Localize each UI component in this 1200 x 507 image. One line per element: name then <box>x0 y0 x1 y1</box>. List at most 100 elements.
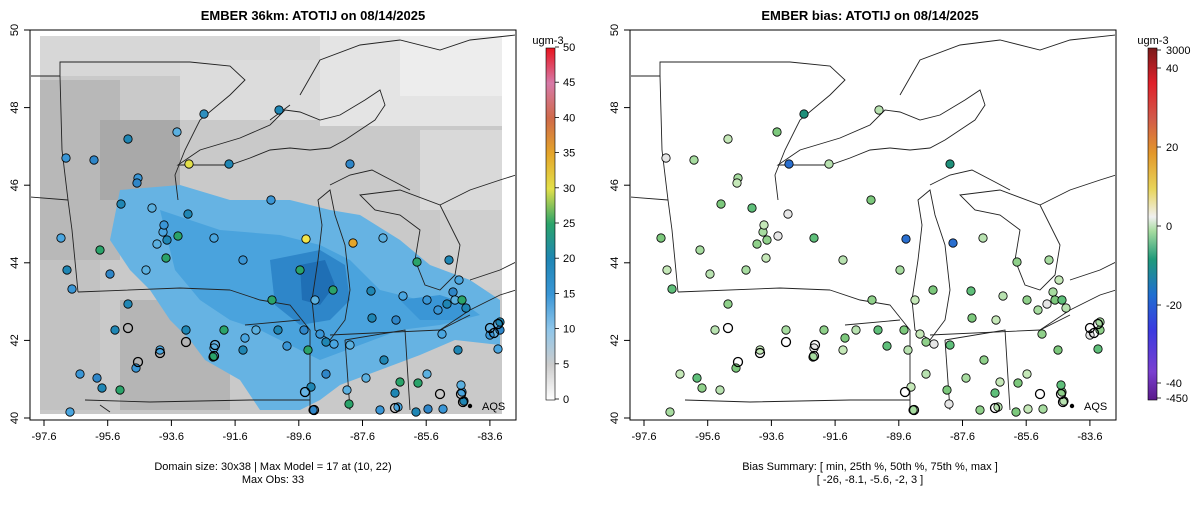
missing-site <box>1092 318 1104 330</box>
legend-tick-label: 3000 <box>1166 45 1190 57</box>
missing-site <box>808 350 820 362</box>
x-tick-label: -91.6 <box>223 431 248 443</box>
bias-site <box>695 245 705 255</box>
bias-site <box>978 233 988 243</box>
left-color-bar <box>545 47 556 401</box>
bias-site <box>1044 255 1054 265</box>
y-tick-label: 42 <box>609 334 621 346</box>
bias-site <box>966 286 976 296</box>
left-legend-unit: ugm-3 <box>532 35 563 47</box>
border-line <box>229 289 311 410</box>
obs-site <box>378 233 388 243</box>
obs-site <box>115 385 125 395</box>
missing-site <box>209 339 221 351</box>
obs-site <box>199 109 209 119</box>
right-color-bar <box>1147 47 1158 401</box>
bias-site <box>874 105 884 115</box>
bias-site <box>661 153 671 163</box>
legend-tick-label: 50 <box>563 42 575 54</box>
bias-site <box>921 369 931 379</box>
left-map: AQS <box>31 34 515 417</box>
bias-site <box>697 383 707 393</box>
obs-site <box>75 369 85 379</box>
bias-site <box>723 134 733 144</box>
right-sites <box>656 105 1105 417</box>
obs-site <box>457 295 467 305</box>
obs-site <box>390 388 400 398</box>
obs-site <box>147 203 157 213</box>
bias-site <box>710 325 720 335</box>
obs-site <box>411 407 421 417</box>
left-x-axis: -97.6 -95.6 -93.6 -91.6 -89.6 -87.6 -85.6 -83.6 <box>31 420 502 443</box>
obs-site <box>95 245 105 255</box>
aqs-label: AQS <box>482 401 505 413</box>
border-line <box>244 319 301 326</box>
bias-site <box>755 345 765 355</box>
missing-site <box>989 402 1001 414</box>
obs-site <box>116 199 126 209</box>
y-tick-label: 48 <box>609 101 621 113</box>
obs-site <box>437 329 447 339</box>
bias-site <box>1056 380 1066 390</box>
bias-site <box>838 255 848 265</box>
bias-site <box>995 377 1005 387</box>
obs-site <box>240 333 250 343</box>
x-tick-label: -93.6 <box>159 431 184 443</box>
right-footer-line1: Bias Summary: [ min, 25th %, 50th %, 75t… <box>742 461 998 473</box>
obs-site <box>183 209 193 219</box>
left-y-axis: 40 42 44 46 48 50 <box>9 24 30 424</box>
missing-site <box>180 336 192 348</box>
bias-site <box>899 325 909 335</box>
border-line <box>329 169 411 191</box>
right-legend-ticks: 3000 40 20 0 -20 -40 -450 <box>1157 45 1190 405</box>
obs-site <box>345 340 355 350</box>
bias-site <box>990 388 1000 398</box>
obs-site <box>493 344 503 354</box>
obs-site <box>295 265 305 275</box>
bias-site <box>895 265 905 275</box>
bias-site <box>781 325 791 335</box>
obs-site <box>422 295 432 305</box>
legend-tick-label: 20 <box>1166 142 1178 154</box>
legend-tick-label: 40 <box>1166 63 1178 75</box>
bias-site <box>838 345 848 355</box>
right-legend-unit: ugm-3 <box>1137 35 1168 47</box>
bias-site <box>944 399 954 409</box>
border-line <box>84 399 310 403</box>
missing-site <box>208 350 220 362</box>
x-tick-label: -83.6 <box>1077 431 1102 443</box>
bias-site <box>967 313 977 323</box>
bias-site <box>783 209 793 219</box>
obs-site <box>224 159 234 169</box>
bias-site <box>903 345 913 355</box>
border-line <box>31 61 246 201</box>
y-tick-label: 44 <box>609 257 621 269</box>
border-line <box>31 196 69 201</box>
x-tick-label: -97.6 <box>31 431 56 443</box>
y-tick-label: 46 <box>9 179 21 191</box>
bias-site <box>705 269 715 279</box>
missing-site <box>434 388 446 400</box>
border-line <box>1039 174 1115 206</box>
bias-site <box>716 199 726 209</box>
missing-site <box>754 347 766 359</box>
obs-site <box>366 286 376 296</box>
obs-site <box>159 220 169 230</box>
bias-site <box>1038 404 1048 414</box>
lake-michigan <box>311 189 351 341</box>
obs-site <box>152 239 162 249</box>
missing-site <box>780 336 792 348</box>
bias-site <box>1048 287 1058 297</box>
obs-site <box>67 284 77 294</box>
obs-site <box>321 337 331 347</box>
obs-site <box>131 363 141 373</box>
bias-site <box>1023 404 1033 414</box>
bias-site <box>979 355 989 365</box>
bias-site <box>945 340 955 350</box>
obs-site <box>162 235 172 245</box>
obs-site <box>282 341 292 351</box>
bias-site <box>945 159 955 169</box>
bias-site <box>784 159 794 169</box>
obs-site <box>321 369 331 379</box>
bias-site <box>1093 344 1103 354</box>
